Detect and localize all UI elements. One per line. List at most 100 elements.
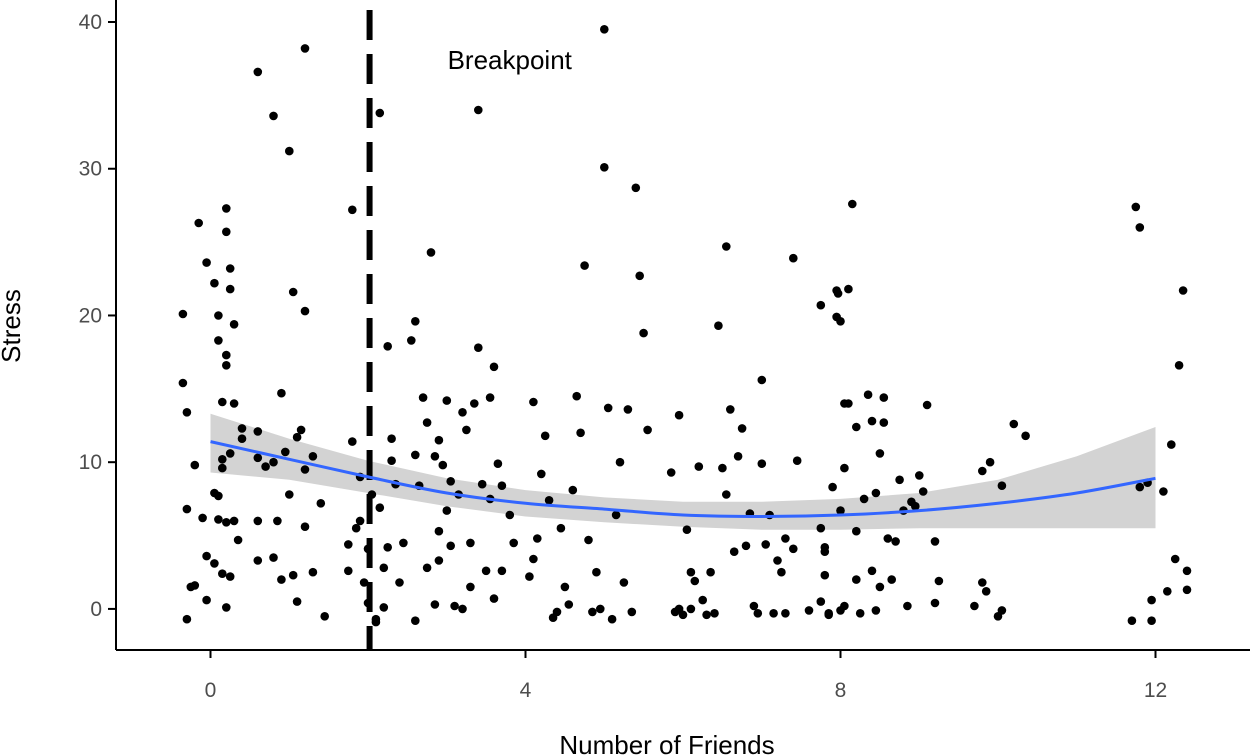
confidence-band xyxy=(210,413,1156,530)
data-point xyxy=(686,604,696,614)
data-point xyxy=(237,424,247,433)
data-point xyxy=(529,397,538,407)
data-point xyxy=(474,105,483,115)
data-point xyxy=(225,284,235,294)
data-point xyxy=(277,388,286,398)
data-point xyxy=(1167,440,1176,449)
data-point xyxy=(281,447,290,457)
data-point xyxy=(639,328,648,338)
data-point xyxy=(737,424,747,433)
data-point xyxy=(285,490,294,499)
data-point xyxy=(600,25,609,34)
data-point xyxy=(863,390,873,400)
data-point xyxy=(466,538,475,548)
data-point xyxy=(911,501,920,511)
data-point xyxy=(643,425,652,435)
data-point xyxy=(1135,223,1145,232)
data-point xyxy=(934,576,944,586)
data-point xyxy=(887,575,896,584)
y-axis-title: Stress xyxy=(0,289,26,363)
data-point xyxy=(387,456,396,466)
data-point xyxy=(218,455,227,464)
data-point xyxy=(698,595,707,605)
data-point xyxy=(706,567,715,577)
data-point xyxy=(285,146,294,156)
data-point xyxy=(985,457,995,467)
data-point xyxy=(190,581,200,590)
y-tick-label: 20 xyxy=(79,304,102,327)
breakpoint-label: Breakpoint xyxy=(448,45,573,75)
data-point xyxy=(852,575,861,584)
data-point xyxy=(387,434,396,444)
data-point xyxy=(781,534,790,543)
data-point xyxy=(844,399,853,408)
data-point xyxy=(497,481,507,491)
data-point xyxy=(978,578,987,587)
x-axis-title: Number of Friends xyxy=(559,730,774,756)
data-point xyxy=(296,425,306,435)
data-point xyxy=(1135,482,1145,492)
data-point xyxy=(836,317,845,326)
data-point xyxy=(253,427,263,436)
data-point xyxy=(537,469,546,479)
data-point xyxy=(300,306,310,316)
data-point xyxy=(359,578,369,587)
data-point xyxy=(560,582,570,592)
data-point xyxy=(458,408,467,417)
data-point xyxy=(552,607,562,617)
data-point xyxy=(261,462,270,471)
data-point xyxy=(970,601,979,611)
data-point xyxy=(229,399,239,408)
data-point xyxy=(493,459,503,469)
data-point xyxy=(714,321,723,331)
data-point xyxy=(292,432,302,442)
data-point xyxy=(855,609,865,618)
data-point xyxy=(540,431,550,441)
data-point xyxy=(253,516,263,526)
data-point xyxy=(269,553,278,562)
data-point xyxy=(489,362,499,372)
data-point xyxy=(895,475,904,485)
data-point xyxy=(509,538,518,548)
data-point xyxy=(576,428,585,438)
data-point xyxy=(462,425,471,435)
data-point xyxy=(225,572,235,581)
data-point xyxy=(300,465,310,474)
data-point xyxy=(379,603,389,612)
data-point xyxy=(210,278,219,288)
data-point xyxy=(288,287,298,297)
data-point xyxy=(383,342,393,351)
data-point xyxy=(194,218,203,228)
data-point xyxy=(505,510,515,520)
data-point xyxy=(619,578,629,587)
data-point xyxy=(694,462,704,471)
data-point xyxy=(915,471,924,480)
data-point xyxy=(753,609,763,618)
data-point xyxy=(997,481,1007,491)
x-tick-label: 0 xyxy=(205,679,217,702)
data-point xyxy=(607,614,617,624)
smooth-line xyxy=(210,440,1156,519)
data-point xyxy=(922,400,932,410)
data-point xyxy=(442,506,452,515)
data-point xyxy=(218,569,227,578)
data-point xyxy=(903,601,912,611)
data-point xyxy=(292,597,302,606)
y-axis-ticks: 0 10 20 30 40 xyxy=(79,11,116,621)
data-point xyxy=(686,567,696,577)
x-axis-ticks: 0 4 8 12 xyxy=(205,650,1167,702)
data-point xyxy=(273,516,282,526)
data-point xyxy=(222,361,231,370)
data-point xyxy=(781,609,790,618)
data-point xyxy=(430,452,440,461)
data-point xyxy=(182,408,192,417)
data-point xyxy=(411,317,420,326)
data-point xyxy=(584,535,593,545)
data-points xyxy=(178,25,1192,627)
data-point xyxy=(718,463,727,473)
data-point xyxy=(269,457,278,467)
y-tick-label: 0 xyxy=(90,598,102,621)
data-point xyxy=(726,405,735,414)
plot-area: Breakpoint xyxy=(178,10,1192,650)
data-point xyxy=(1163,587,1172,596)
